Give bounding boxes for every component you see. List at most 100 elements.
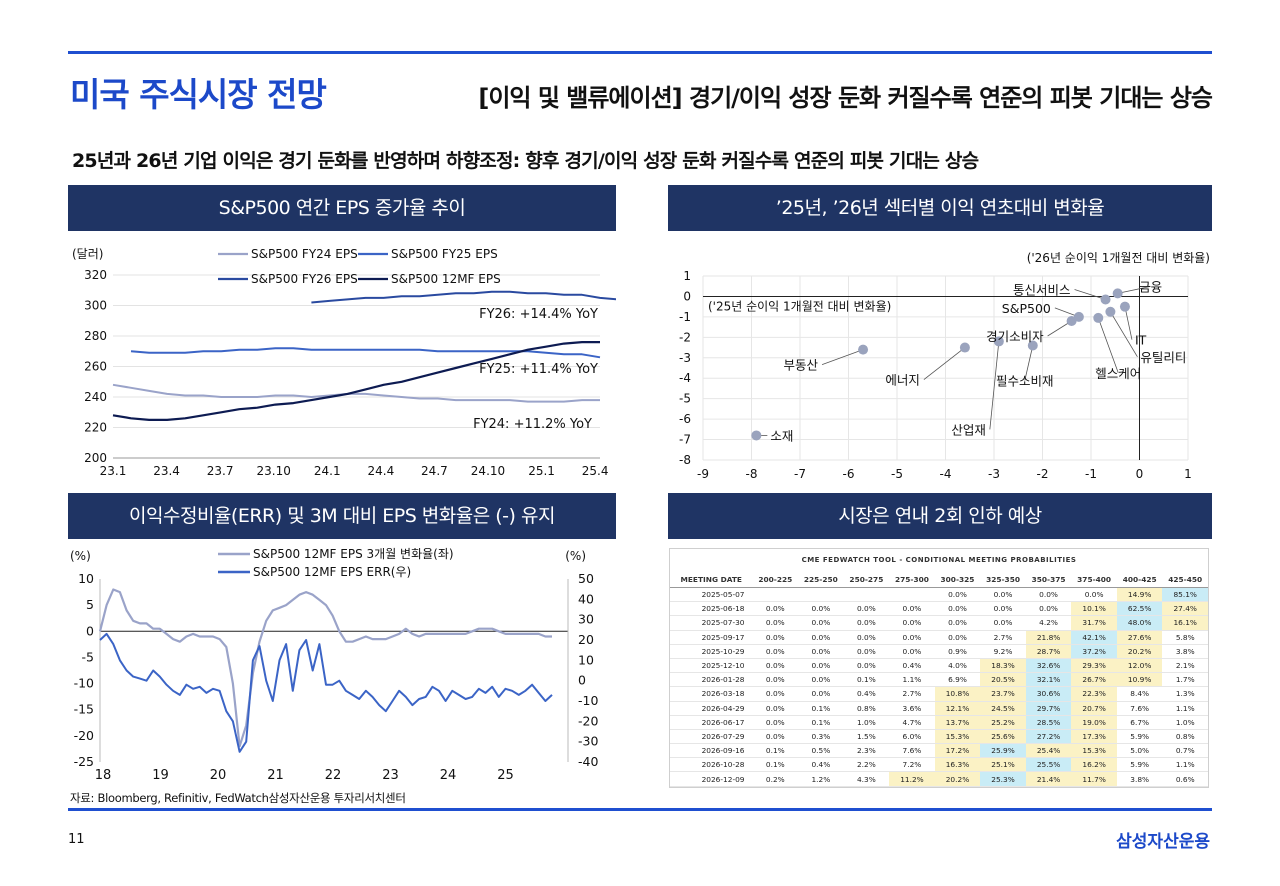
probability-cell: 4.3% [843, 771, 890, 787]
sector-y-tick: -8 [679, 453, 691, 467]
table-row: 2025-06-18 0.0% 0.0% 0.0% 0.0% 0.0% 0.0% 0.0% 10… [670, 601, 1208, 617]
probability-cell: 0.0% [798, 686, 844, 702]
sector-y-tick: -2 [679, 330, 691, 344]
probability-cell [752, 587, 799, 603]
probability-cell: 8.4% [1116, 686, 1163, 702]
probability-cell: 1.3% [1162, 686, 1208, 702]
column-header-range: 225-250 [798, 571, 844, 588]
column-header-range: 375-400 [1071, 571, 1117, 588]
err-x-tick: 21 [267, 768, 284, 783]
probability-cell: 25.3% [980, 771, 1026, 787]
probability-cell: 20.2% [1116, 644, 1163, 659]
err-legend-label: S&P500 12MF EPS ERR(우) [253, 565, 411, 579]
meeting-date-cell: 2025-07-30 [670, 615, 753, 631]
eps-legend-label: S&P500 FY25 EPS [391, 247, 498, 261]
err-right-tick: -20 [578, 713, 598, 728]
sector-scatter-chart: -9 -8 -7 -6 -5 -4 -3 -2 -1 0 1 1 0 -1 -2 -3 -4 -5 -6 -7 -8 ('… [679, 251, 1210, 481]
sector-point-label: 필수소비재 [996, 374, 1054, 389]
err-right-tick: -10 [578, 693, 598, 708]
meeting-date-cell: 2026-04-29 [670, 701, 753, 716]
probability-cell: 0.8% [843, 701, 890, 716]
probability-cell: 0.0% [843, 630, 890, 645]
probability-cell: 0.1% [843, 672, 890, 688]
err-left-tick: -15 [74, 702, 94, 717]
probability-cell: 29.7% [1025, 701, 1072, 716]
probability-cell: 0.0% [752, 601, 799, 617]
probability-cell: 0.0% [1071, 587, 1117, 603]
sector-point [1119, 301, 1130, 312]
probability-cell: 0.0% [752, 701, 799, 716]
probability-cell: 5.0% [1116, 743, 1163, 759]
eps-x-tick: 23.1 [100, 464, 127, 478]
eps-x-tick: 24.4 [367, 464, 394, 478]
eps-unit-label: (달러) [72, 247, 103, 261]
sector-leader-line [1024, 345, 1034, 381]
eps-y-tick: 260 [84, 360, 107, 374]
meeting-date-cell: 2025-05-07 [670, 587, 753, 603]
probability-cell [889, 587, 935, 603]
table-row: 2025-10-29 0.0% 0.0% 0.0% 0.0% 0.9% 9.2% 28.7% 3… [670, 644, 1208, 659]
table-row: 2025-05-07 0.0% 0.0% 0.0% 0.0% 14.9% 85.1% [670, 587, 1208, 603]
sector-point-label: 금융 [1139, 279, 1162, 294]
probability-cell: 12.0% [1116, 658, 1163, 674]
eps-series-line-3 [311, 290, 616, 304]
meeting-date-cell: 2025-09-17 [670, 630, 753, 645]
sector-leader-line [923, 347, 966, 380]
probability-cell: 2.3% [843, 743, 890, 759]
table-row: 2026-06-17 0.0% 0.1% 1.0% 4.7% 13.7% 25.2% 28.5… [670, 715, 1208, 730]
page-title: 미국 주식시장 전망 [70, 75, 327, 114]
err-left-tick: 0 [86, 623, 94, 638]
sector-leader-line [1110, 311, 1138, 357]
probability-cell: 1.2% [798, 771, 844, 787]
probability-cell: 15.3% [934, 729, 981, 745]
probability-cell: 20.5% [980, 672, 1026, 688]
meeting-date-cell: 2026-12-09 [670, 771, 753, 787]
err-left-tick: 5 [86, 597, 94, 612]
probability-cell: 3.6% [889, 701, 935, 716]
probability-cell: 0.8% [1162, 729, 1208, 745]
probability-cell: 1.7% [1162, 672, 1208, 688]
fedwatch-table: MEETING DATE 200-225 225-250 250-275 275-300… [670, 571, 1208, 787]
probability-cell: 0.0% [752, 686, 799, 702]
probability-cell: 0.9% [934, 644, 981, 659]
probability-cell: 11.7% [1071, 771, 1117, 787]
err-left-tick: 10 [78, 571, 94, 586]
err-left-tick: -25 [74, 754, 94, 769]
probability-cell: 0.0% [843, 601, 890, 617]
err-legend-label: S&P500 12MF EPS 3개월 변화율(좌) [253, 547, 454, 561]
column-header-range: 275-300 [889, 571, 935, 588]
sector-y-tick: -4 [679, 371, 691, 385]
probability-cell: 5.9% [1116, 757, 1163, 773]
probability-cell: 0.1% [752, 757, 799, 773]
probability-cell: 30.6% [1025, 686, 1072, 702]
probability-cell: 28.7% [1025, 644, 1072, 659]
probability-cell: 0.0% [752, 729, 799, 745]
sector-panel-title: ’25년, ’26년 섹터별 이익 연초대비 변화율 [668, 185, 1212, 231]
probability-cell: 6.9% [934, 672, 981, 688]
probability-cell: 0.4% [889, 658, 935, 674]
sector-point [993, 336, 1004, 347]
sector-point-label: 통신서비스 [1013, 283, 1071, 298]
probability-cell: 3.8% [1116, 771, 1163, 787]
sector-x-tick: -6 [843, 467, 855, 481]
source-note: 자료: Bloomberg, Refinitiv, FedWatch삼성자산운용… [70, 791, 406, 805]
fed-panel-title: 시장은 연내 2회 인하 예상 [668, 493, 1212, 539]
eps-y-tick: 200 [84, 451, 107, 465]
eps-panel-title: S&P500 연간 EPS 증가율 추이 [68, 185, 616, 231]
eps-y-tick: 240 [84, 390, 107, 404]
sector-y-tick: -7 [679, 433, 691, 447]
table-row: 2026-01-28 0.0% 0.0% 0.1% 1.1% 6.9% 20.5% 32.1%… [670, 672, 1208, 688]
err-x-tick: 22 [325, 768, 342, 783]
probability-cell [798, 587, 844, 603]
probability-cell: 0.1% [752, 743, 799, 759]
fedwatch-table-panel: CME FEDWATCH TOOL - CONDITIONAL MEETING … [669, 548, 1209, 788]
sector-point [1093, 312, 1104, 323]
probability-cell: 27.6% [1116, 630, 1163, 645]
probability-cell: 11.2% [889, 771, 935, 787]
sector-x-axis-label: ('25년 순이익 1개월전 대비 변화율) [708, 300, 891, 314]
probability-cell: 13.7% [934, 715, 981, 730]
brand-name: 삼성자산운용 [1116, 832, 1210, 852]
sector-y-tick: -6 [679, 412, 691, 426]
column-header-range: 400-425 [1116, 571, 1163, 588]
sector-x-tick: -5 [891, 467, 903, 481]
